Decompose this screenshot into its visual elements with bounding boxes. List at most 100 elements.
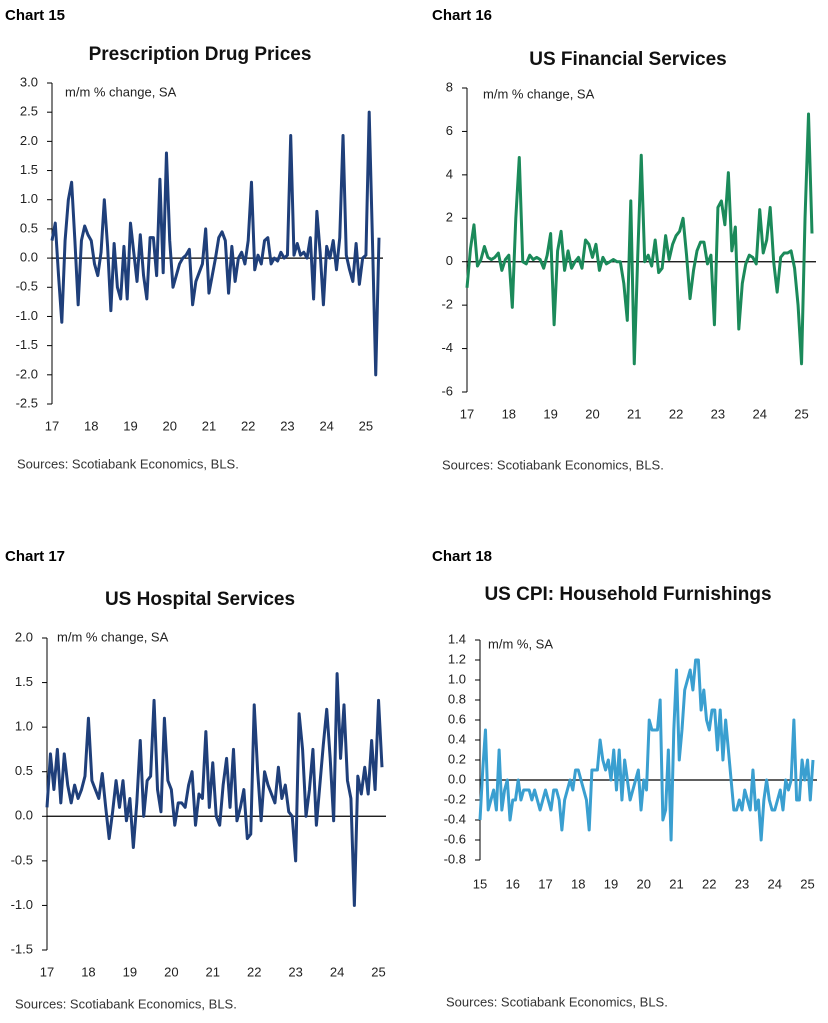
x-tick-label: 18 [571, 876, 585, 891]
x-tick-label: 20 [585, 406, 599, 421]
y-tick-label: -1.0 [16, 308, 38, 323]
y-tick-label: 0 [446, 253, 453, 268]
y-tick-label: 2.5 [20, 104, 38, 119]
y-tick-label: 0.5 [15, 763, 33, 778]
source-note: Sources: Scotiabank Economics, BLS. [17, 456, 239, 471]
y-tick-label: 1.5 [15, 674, 33, 689]
y-tick-label: 6 [446, 123, 453, 138]
y-tick-label: -0.2 [444, 791, 466, 806]
y-tick-label: 2.0 [15, 629, 33, 644]
x-tick-label: 21 [627, 406, 641, 421]
x-tick-label: 22 [702, 876, 716, 891]
x-tick-label: 21 [669, 876, 683, 891]
y-tick-label: -1.5 [11, 941, 33, 956]
y-tick-label: 0.0 [20, 250, 38, 265]
x-tick-label: 23 [280, 418, 294, 433]
chart-title: US Hospital Services [105, 589, 295, 610]
y-tick-label: -2.0 [16, 366, 38, 381]
chart-label: Chart 18 [432, 548, 492, 565]
y-tick-label: 0.2 [448, 751, 466, 766]
x-tick-label: 23 [288, 964, 302, 979]
x-tick-label: 16 [506, 876, 520, 891]
data-line [478, 658, 815, 842]
x-tick-label: 17 [538, 876, 552, 891]
y-tick-label: -0.5 [11, 852, 33, 867]
x-tick-label: 18 [81, 964, 95, 979]
x-tick-label: 17 [40, 964, 54, 979]
x-tick-label: 18 [502, 406, 516, 421]
unit-note: m/m % change, SA [483, 86, 595, 101]
x-tick-label: 18 [84, 418, 98, 433]
y-tick-label: 0.5 [20, 220, 38, 235]
x-tick-label: 24 [752, 406, 766, 421]
x-tick-label: 19 [604, 876, 618, 891]
chart-title: US Financial Services [529, 49, 727, 70]
unit-note: m/m %, SA [488, 636, 553, 651]
y-tick-label: 2.0 [20, 133, 38, 148]
data-line [45, 672, 384, 907]
x-tick-label: 24 [319, 418, 333, 433]
x-tick-label: 19 [543, 406, 557, 421]
y-tick-label: -0.6 [444, 831, 466, 846]
chart-title: Prescription Drug Prices [89, 44, 312, 65]
chart-label: Chart 15 [5, 7, 65, 24]
y-tick-label: 1.0 [448, 671, 466, 686]
y-tick-label: 1.2 [448, 651, 466, 666]
x-tick-label: 23 [711, 406, 725, 421]
source-note: Sources: Scotiabank Economics, BLS. [446, 994, 668, 1009]
y-tick-label: 1.0 [15, 719, 33, 734]
unit-note: m/m % change, SA [57, 629, 169, 644]
x-tick-label: 17 [460, 406, 474, 421]
x-tick-label: 25 [371, 964, 385, 979]
x-tick-label: 19 [123, 964, 137, 979]
data-line [465, 112, 814, 366]
x-tick-label: 22 [247, 964, 261, 979]
y-tick-label: 1.4 [448, 631, 466, 646]
x-tick-label: 20 [164, 964, 178, 979]
x-tick-label: 20 [162, 418, 176, 433]
x-tick-label: 23 [735, 876, 749, 891]
x-tick-label: 25 [359, 418, 373, 433]
y-tick-label: -4 [441, 340, 453, 355]
y-tick-label: 8 [446, 79, 453, 94]
y-tick-label: -2 [441, 297, 453, 312]
source-note: Sources: Scotiabank Economics, BLS. [15, 996, 237, 1011]
y-tick-label: 0.4 [448, 731, 466, 746]
x-tick-label: 25 [800, 876, 814, 891]
y-tick-label: 3.0 [20, 74, 38, 89]
y-tick-label: 1.0 [20, 191, 38, 206]
chart-label: Chart 17 [5, 548, 65, 565]
x-tick-label: 15 [473, 876, 487, 891]
y-tick-label: 2 [446, 210, 453, 225]
x-tick-label: 21 [206, 964, 220, 979]
y-tick-label: 0.0 [448, 771, 466, 786]
x-tick-label: 24 [330, 964, 344, 979]
y-tick-label: -2.5 [16, 395, 38, 410]
x-tick-label: 24 [768, 876, 782, 891]
x-tick-label: 21 [202, 418, 216, 433]
y-tick-label: 0.0 [15, 808, 33, 823]
y-tick-label: -1.0 [11, 897, 33, 912]
chart-title: US CPI: Household Furnishings [484, 584, 771, 605]
chart-label: Chart 16 [432, 7, 492, 24]
y-tick-label: 1.5 [20, 162, 38, 177]
y-tick-label: -1.5 [16, 337, 38, 352]
unit-note: m/m % change, SA [65, 84, 177, 99]
y-tick-label: -0.4 [444, 811, 466, 826]
x-tick-label: 22 [669, 406, 683, 421]
y-tick-label: 4 [446, 166, 453, 181]
y-tick-label: -0.8 [444, 851, 466, 866]
x-tick-label: 19 [123, 418, 137, 433]
x-tick-label: 17 [45, 418, 59, 433]
source-note: Sources: Scotiabank Economics, BLS. [442, 457, 664, 472]
x-tick-label: 22 [241, 418, 255, 433]
y-tick-label: -0.5 [16, 279, 38, 294]
y-tick-label: 0.6 [448, 711, 466, 726]
x-tick-label: 20 [637, 876, 651, 891]
data-line [50, 110, 381, 377]
y-tick-label: -6 [441, 383, 453, 398]
y-tick-label: 0.8 [448, 691, 466, 706]
x-tick-label: 25 [794, 406, 808, 421]
